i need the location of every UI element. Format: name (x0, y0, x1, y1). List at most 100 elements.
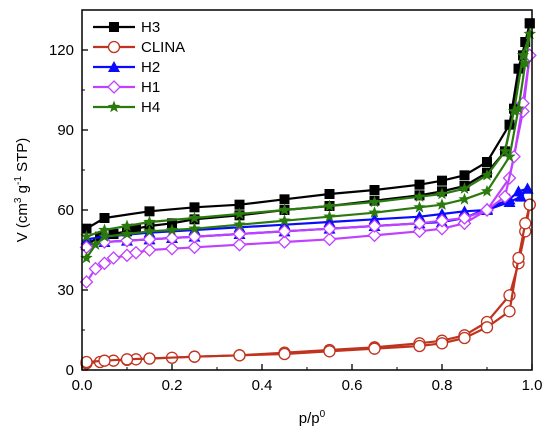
y-label-part: STP) (14, 138, 31, 176)
data-point-h4 (120, 227, 134, 240)
legend-marker-h4 (107, 100, 121, 113)
data-point-h3 (99, 213, 110, 223)
data-point-clina (80, 355, 93, 369)
legend-marker-h1 (107, 80, 121, 94)
data-point-h4 (480, 168, 494, 181)
data-point-clina (278, 347, 291, 361)
x-tick-label: 0.4 (252, 377, 273, 394)
data-point-clina (519, 217, 532, 230)
data-point-h4 (143, 224, 156, 237)
data-point-clina (120, 353, 134, 366)
data-point-h1 (480, 203, 494, 217)
legend-label-clina: CLINA (141, 39, 185, 56)
data-point-h4 (278, 214, 291, 226)
data-point-h3 (524, 18, 535, 29)
data-point-h4 (165, 223, 179, 236)
data-point-h3 (513, 63, 524, 74)
data-point-clina (188, 350, 201, 363)
data-point-h1 (457, 211, 472, 225)
data-point-h1 (129, 245, 143, 260)
data-point-h2 (368, 213, 381, 225)
data-point-h1 (142, 243, 157, 257)
legend-marker-h2 (108, 61, 120, 72)
legend-label-h2: H2 (141, 59, 160, 76)
data-point-h4 (523, 27, 536, 40)
series-clina (80, 198, 536, 370)
data-point-h3 (189, 202, 200, 213)
data-point-clina (413, 339, 426, 353)
legend: H3 CLINA H2 H1 H4 (93, 19, 185, 116)
data-point-h4 (458, 192, 471, 205)
data-point-h4 (435, 187, 449, 200)
data-point-h4 (233, 218, 246, 230)
data-point-clina (503, 305, 516, 318)
data-point-h1 (232, 237, 247, 252)
data-point-clina (368, 342, 381, 355)
data-point-h2 (458, 205, 471, 217)
data-point-clina (512, 251, 525, 265)
x-axis-label-superscript: 0 (320, 409, 326, 420)
data-point-h1 (277, 235, 292, 249)
legend-label-h1: H1 (141, 79, 160, 96)
data-point-h4 (80, 230, 93, 242)
data-point-clina (98, 354, 111, 367)
y-tick-label: 60 (57, 202, 74, 219)
data-point-h3 (459, 170, 470, 181)
legend-item-h1: H1 (93, 79, 160, 96)
data-point-h2 (436, 208, 448, 219)
legend-item-clina: CLINA (93, 39, 185, 56)
data-point-clina (435, 337, 449, 350)
legend-marker-clina (107, 40, 121, 54)
data-point-h4 (143, 215, 156, 228)
y-tick-label: 90 (57, 122, 74, 139)
data-point-h4 (233, 207, 246, 220)
data-point-clina (480, 321, 494, 334)
x-tick-label: 0.8 (432, 377, 453, 394)
data-point-clina (233, 349, 246, 362)
data-point-h4 (323, 210, 336, 222)
data-point-h1 (106, 251, 121, 265)
data-point-h1 (165, 231, 179, 245)
data-point-h3 (437, 175, 447, 186)
legend-label-h3: H3 (141, 19, 160, 36)
legend-marker-h3 (109, 22, 119, 32)
data-point-h4 (516, 48, 530, 61)
data-point-h4 (120, 219, 134, 232)
y-axis-label: V (cm3 g-1 STP) (13, 138, 31, 243)
data-point-h1 (232, 227, 247, 241)
data-point-h3 (279, 194, 290, 205)
data-point-h4 (413, 190, 426, 202)
data-point-h4 (98, 223, 111, 236)
data-point-h4 (80, 251, 93, 264)
y-tick-label: 0 (66, 362, 74, 379)
data-point-h2 (512, 185, 525, 197)
data-point-h3 (144, 206, 155, 217)
series-layer (79, 18, 537, 370)
y-tick-label: 120 (49, 42, 74, 59)
x-tick-label: 0.0 (72, 377, 93, 394)
data-point-h4 (480, 184, 494, 197)
data-point-h4 (512, 102, 525, 114)
data-point-h1 (142, 232, 157, 247)
data-point-h1 (277, 224, 292, 239)
data-point-h1 (435, 213, 449, 228)
y-label-sup-minus1: -1 (13, 176, 24, 185)
x-tick-label: 1.0 (522, 377, 543, 394)
series-h1 (79, 48, 537, 289)
data-point-h4 (519, 56, 532, 69)
x-axis-label: p/p0 (299, 409, 326, 427)
data-point-h1 (322, 221, 337, 236)
data-point-h2 (413, 210, 426, 222)
legend-item-h4: H4 (93, 99, 160, 116)
data-point-h4 (413, 200, 426, 213)
data-point-h4 (98, 230, 111, 242)
data-point-h4 (323, 199, 336, 212)
data-point-h3 (108, 229, 119, 239)
data-point-h3 (234, 199, 245, 210)
data-point-h1 (165, 241, 179, 256)
data-point-h3 (81, 223, 92, 234)
data-point-h1 (435, 221, 449, 236)
data-point-h4 (435, 198, 449, 210)
legend-item-h3: H3 (93, 19, 160, 36)
